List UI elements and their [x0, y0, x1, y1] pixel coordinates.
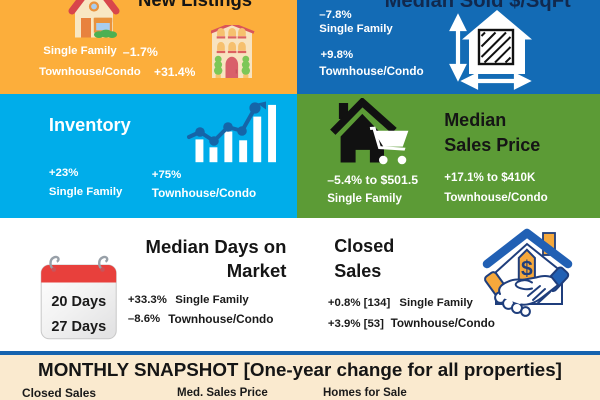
svg-text:$: $ — [521, 258, 533, 281]
